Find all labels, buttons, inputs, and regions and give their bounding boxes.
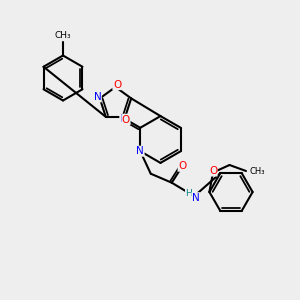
Text: O: O <box>113 80 121 90</box>
Text: O: O <box>122 115 130 124</box>
Text: N: N <box>94 92 101 102</box>
Text: CH₃: CH₃ <box>249 167 265 176</box>
Text: CH₃: CH₃ <box>55 32 71 40</box>
Text: N: N <box>136 146 144 156</box>
Text: N: N <box>192 193 200 203</box>
Text: O: O <box>178 161 186 171</box>
Text: N: N <box>120 114 128 124</box>
Text: O: O <box>209 166 217 176</box>
Text: H: H <box>185 189 192 198</box>
